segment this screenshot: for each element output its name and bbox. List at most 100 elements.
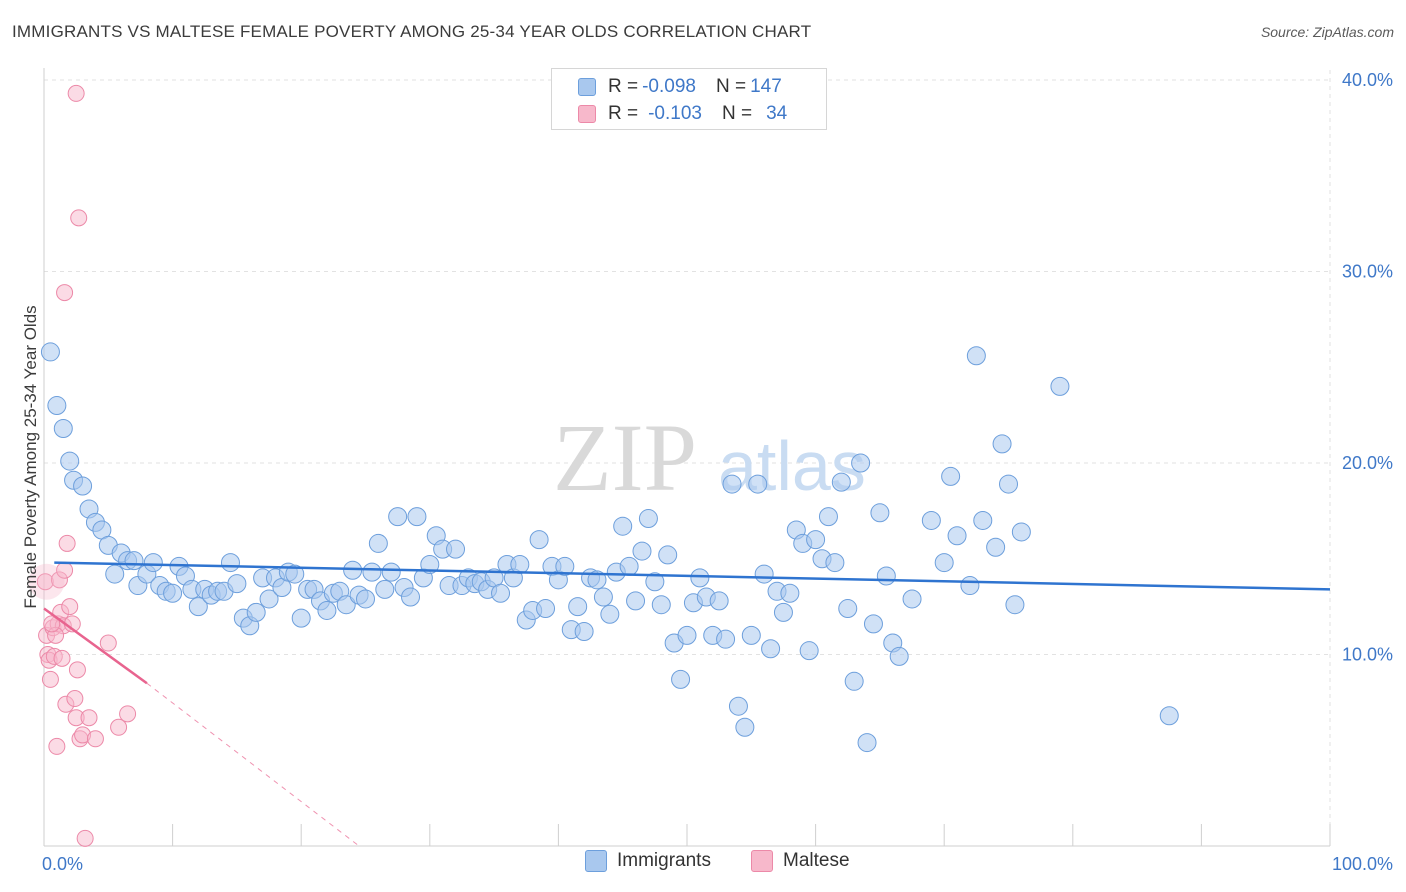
legend-r-value: -0.098 xyxy=(642,76,696,97)
legend-row-immigrants: R = -0.098 N = 147 xyxy=(552,73,782,101)
axes xyxy=(43,68,1331,847)
x-tick-label: 100.0% xyxy=(1332,854,1393,874)
data-point xyxy=(105,564,125,584)
data-point xyxy=(677,625,697,645)
data-point xyxy=(80,709,98,727)
data-point xyxy=(716,629,736,649)
data-point xyxy=(748,474,768,494)
data-point xyxy=(690,568,710,588)
data-point xyxy=(110,718,128,736)
data-point xyxy=(600,604,620,624)
data-point xyxy=(362,562,382,582)
data-point xyxy=(799,641,819,661)
y-axis-label: Female Poverty Among 25-34 Year Olds xyxy=(21,305,40,608)
legend-r-label: R = xyxy=(608,76,639,97)
maltese-points xyxy=(28,84,137,847)
data-point xyxy=(651,595,671,615)
immigrants-points xyxy=(40,342,1179,753)
legend-row-maltese: R = -0.103 N = 34 xyxy=(552,100,787,128)
data-point xyxy=(825,553,845,573)
data-point xyxy=(67,84,85,102)
data-point xyxy=(728,696,748,716)
watermark-zip: ZIP xyxy=(553,404,697,511)
data-point xyxy=(124,551,144,571)
data-point xyxy=(1005,595,1025,615)
bottom-legend-maltese: Maltese xyxy=(751,850,850,872)
data-point xyxy=(773,602,793,622)
data-point xyxy=(76,829,94,847)
data-point xyxy=(626,591,646,611)
data-point xyxy=(119,705,137,723)
data-point xyxy=(613,516,633,536)
data-point xyxy=(831,472,851,492)
data-point xyxy=(66,690,84,708)
y-tick-label: 40.0% xyxy=(1342,70,1393,90)
data-point xyxy=(593,587,613,607)
data-point xyxy=(838,599,858,619)
data-point xyxy=(844,671,864,691)
x-tick-label: 0.0% xyxy=(42,854,83,874)
legend-n-label: N = xyxy=(715,76,747,97)
data-point xyxy=(870,503,890,523)
immigrants-trend-line xyxy=(54,561,1331,591)
data-point xyxy=(336,595,356,615)
legend-n-value: 34 xyxy=(766,103,788,124)
data-point xyxy=(510,554,530,574)
data-point xyxy=(368,533,388,553)
data-point xyxy=(632,541,652,561)
data-point xyxy=(722,474,742,494)
data-point xyxy=(61,598,79,616)
data-point xyxy=(921,510,941,530)
data-point xyxy=(947,526,967,546)
data-point xyxy=(1011,522,1031,542)
data-point xyxy=(960,576,980,596)
data-point xyxy=(291,608,311,628)
data-point xyxy=(818,507,838,527)
data-point xyxy=(53,419,73,439)
data-point xyxy=(28,563,65,600)
data-point xyxy=(227,574,247,594)
data-point xyxy=(902,589,922,609)
data-point xyxy=(754,564,774,584)
data-point xyxy=(407,507,427,527)
data-point xyxy=(941,466,961,486)
y-tick-label: 10.0% xyxy=(1342,645,1393,665)
data-point xyxy=(70,209,88,227)
data-point xyxy=(259,589,279,609)
data-point xyxy=(645,572,665,592)
data-point xyxy=(188,597,208,617)
legend-r-label: R = xyxy=(608,103,639,124)
data-point xyxy=(1050,376,1070,396)
data-point xyxy=(163,583,183,603)
maltese-trend-line xyxy=(43,607,148,685)
data-point xyxy=(638,509,658,529)
data-point xyxy=(68,661,86,679)
data-point xyxy=(401,587,421,607)
data-point xyxy=(876,566,896,586)
data-point xyxy=(60,451,80,471)
chart-title: IMMIGRANTS VS MALTESE FEMALE POVERTY AMO… xyxy=(12,22,812,41)
data-point xyxy=(806,530,826,550)
data-point xyxy=(40,342,60,362)
data-point xyxy=(741,625,761,645)
data-point xyxy=(889,646,909,666)
data-point xyxy=(246,602,266,622)
maltese-trend-extension xyxy=(146,682,360,847)
bottom-legend-label: Maltese xyxy=(783,850,850,871)
data-point xyxy=(41,670,59,688)
data-point xyxy=(491,583,511,603)
legend-n-value: 147 xyxy=(750,76,782,97)
data-point xyxy=(536,599,556,619)
data-point xyxy=(420,554,440,574)
y-tick-label: 30.0% xyxy=(1342,262,1393,282)
data-point xyxy=(388,507,408,527)
maltese-swatch xyxy=(578,105,596,123)
data-point xyxy=(53,649,71,667)
data-point xyxy=(1159,706,1179,726)
legend-n-label: N = xyxy=(721,103,753,124)
data-point xyxy=(761,639,781,659)
data-point xyxy=(220,553,240,573)
data-point xyxy=(999,474,1018,494)
data-point xyxy=(317,600,337,620)
data-point xyxy=(43,615,61,633)
